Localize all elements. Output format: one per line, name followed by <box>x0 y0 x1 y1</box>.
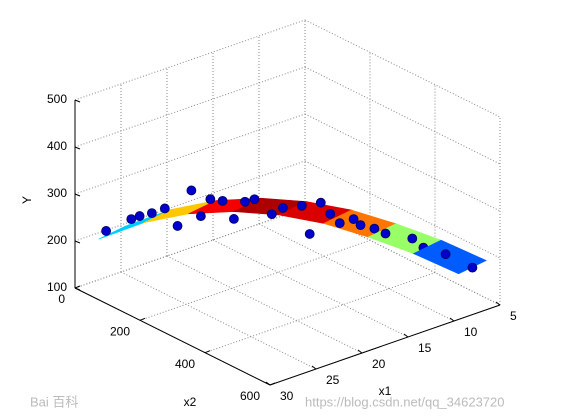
x2-tick-label: 200 <box>110 325 130 339</box>
y-axis-label: Y <box>20 196 34 204</box>
x2-tick-label: 0 <box>58 292 65 306</box>
data-point <box>240 196 250 207</box>
data-point <box>159 203 170 214</box>
grid-line <box>212 239 409 338</box>
y-tick-label: 300 <box>47 186 67 200</box>
data-point <box>228 214 239 224</box>
y-tick-label: 500 <box>47 92 67 106</box>
grid-line <box>304 19 501 118</box>
tick-mark <box>403 333 409 338</box>
x1-tick-label: 5 <box>510 309 517 323</box>
data-point <box>186 185 197 196</box>
tick-mark <box>74 287 81 291</box>
axis-line <box>74 287 271 386</box>
tick-mark <box>357 349 363 354</box>
x2-tick-label: 600 <box>240 389 260 403</box>
x1-tick-label: 30 <box>280 389 294 403</box>
tick-mark <box>265 381 271 386</box>
data-point <box>380 228 391 239</box>
watermark: https://blog.csdn.net/qq_34623720 <box>305 394 505 409</box>
grid-line <box>304 66 501 165</box>
data-point <box>101 226 112 236</box>
data-point <box>304 229 315 239</box>
data-point <box>334 218 345 229</box>
tick-mark <box>74 240 81 244</box>
surface-patch <box>412 239 487 275</box>
data-point <box>407 233 418 244</box>
data-point <box>146 208 157 218</box>
data-point <box>348 214 359 225</box>
tick-mark <box>74 99 81 103</box>
tick-mark <box>495 301 501 306</box>
tick-mark <box>269 382 276 386</box>
watermark: Bai 百科 <box>30 394 78 409</box>
grid-line <box>304 160 501 259</box>
data-point <box>467 262 478 273</box>
data-point <box>355 220 366 231</box>
grid-line <box>258 223 455 322</box>
data-point <box>205 194 216 205</box>
x1-axis-label: x1 <box>379 384 392 398</box>
axis-line <box>269 304 501 386</box>
x1-tick-label: 10 <box>464 325 478 339</box>
y-tick-label: 400 <box>47 139 67 153</box>
grid-line <box>120 271 317 370</box>
y-tick-label: 200 <box>47 233 67 247</box>
tick-mark <box>139 317 146 321</box>
data-point <box>134 211 145 221</box>
data-point <box>325 208 336 219</box>
data-point <box>315 197 326 208</box>
x2-tick-label: 400 <box>175 357 195 371</box>
data-point <box>249 194 260 205</box>
x2-axis-label: x2 <box>184 395 197 409</box>
data-point <box>277 202 288 213</box>
grid-line <box>166 255 363 354</box>
data-point <box>126 214 137 225</box>
y-tick-label: 100 <box>47 280 67 294</box>
data-point <box>266 209 277 220</box>
data-point <box>440 249 451 260</box>
data-point <box>296 200 307 211</box>
data-point <box>369 223 380 234</box>
tick-mark <box>449 317 455 322</box>
data-point <box>217 195 228 206</box>
x1-tick-label: 15 <box>418 341 432 355</box>
data-point <box>172 221 183 231</box>
tick-mark <box>74 193 81 197</box>
tick-mark <box>74 146 81 150</box>
tick-mark <box>311 365 317 370</box>
x1-tick-label: 20 <box>372 357 386 371</box>
x1-tick-label: 25 <box>326 373 340 387</box>
data-point <box>195 211 206 222</box>
tick-mark <box>204 350 211 354</box>
grid-line <box>304 113 501 212</box>
tick-mark <box>74 285 81 289</box>
